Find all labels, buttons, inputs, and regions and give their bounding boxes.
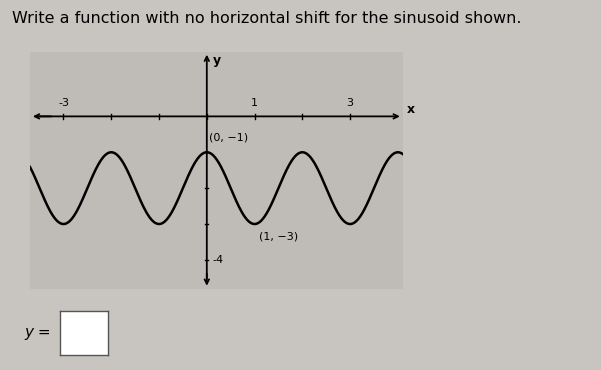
Text: Write a function with no horizontal shift for the sinusoid shown.: Write a function with no horizontal shif… xyxy=(12,11,522,26)
Text: y: y xyxy=(213,54,221,67)
Text: 1: 1 xyxy=(251,98,258,108)
Text: -4: -4 xyxy=(213,255,224,265)
Text: y =: y = xyxy=(24,326,50,340)
Text: x: x xyxy=(406,103,415,116)
Text: (1, −3): (1, −3) xyxy=(260,231,299,241)
Text: (0, −1): (0, −1) xyxy=(209,132,248,142)
Text: 3: 3 xyxy=(347,98,353,108)
Text: -3: -3 xyxy=(58,98,69,108)
